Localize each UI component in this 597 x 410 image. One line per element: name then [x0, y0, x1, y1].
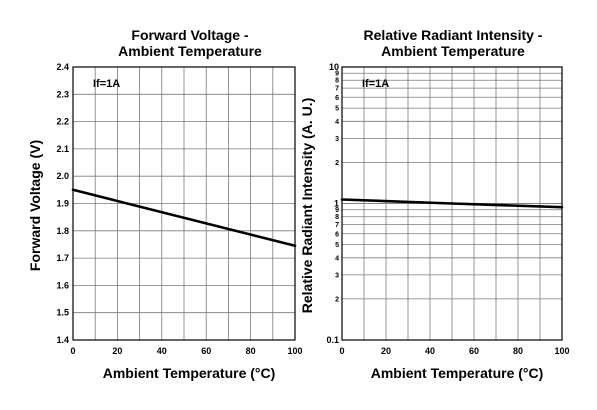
- x-tick-label: 20: [381, 346, 391, 356]
- y-minor-tick-label: 8: [335, 78, 339, 85]
- y-tick-label: 1.5: [56, 308, 69, 318]
- y-tick-label: 1.6: [56, 280, 69, 290]
- x-tick-label: 0: [339, 346, 344, 356]
- chart-title-line-1: Relative Radiant Intensity -: [364, 27, 543, 43]
- x-axis-label: Ambient Temperature (°C): [103, 365, 276, 381]
- forward-voltage-chart: Forward Voltage -Ambient Temperature 0 20 4…: [27, 27, 303, 381]
- y-axis-label: Forward Voltage (V): [27, 140, 43, 271]
- y-tick-label: 10: [329, 62, 339, 72]
- y-minor-tick-label: 9: [335, 207, 339, 214]
- y-minor-tick-label: 7: [335, 86, 339, 93]
- chart-title-line-1: Forward Voltage -: [131, 27, 249, 43]
- y-tick-label: 2.3: [56, 89, 69, 99]
- plot-frame: [341, 66, 563, 341]
- x-tick-label: 40: [157, 346, 167, 356]
- radiant-intensity-chart: Relative Radiant Intensity -Ambient Temp…: [299, 27, 570, 381]
- y-tick-label: 2.0: [56, 171, 69, 181]
- x-tick-label: 60: [469, 346, 479, 356]
- y-minor-tick-label: 6: [335, 231, 339, 238]
- x-tick-label: 40: [425, 346, 435, 356]
- y-minor-tick-label: 5: [335, 106, 339, 113]
- x-tick-label: 60: [201, 346, 211, 356]
- y-minor-tick-label: 8: [335, 214, 339, 221]
- y-tick-label: 1.9: [56, 199, 69, 209]
- y-minor-tick-label: 2: [335, 160, 339, 167]
- y-tick-label: 2.1: [56, 144, 69, 154]
- plot-frame: [72, 66, 296, 341]
- y-tick-label: 2.2: [56, 117, 69, 127]
- y-minor-tick-label: 7: [335, 222, 339, 229]
- y-tick-label: 2.4: [56, 62, 69, 72]
- y-minor-tick-label: 3: [335, 136, 339, 143]
- y-minor-tick-label: 9: [335, 71, 339, 78]
- x-tick-label: 100: [554, 346, 569, 356]
- condition-annotation: If=1A: [93, 78, 120, 90]
- x-tick-label: 80: [246, 346, 256, 356]
- series-line: [71, 188, 297, 248]
- x-tick-label: 100: [287, 346, 302, 356]
- x-tick-label: 0: [70, 346, 75, 356]
- y-minor-tick-label: 2: [335, 296, 339, 303]
- y-tick-label: 1.7: [56, 253, 69, 263]
- y-minor-tick-label: 4: [335, 119, 339, 126]
- y-tick-label: 1.4: [56, 335, 69, 345]
- x-axis-label: Ambient Temperature (°C): [371, 365, 544, 381]
- chart-title-line-2: Ambient Temperature: [381, 43, 525, 59]
- chart-title-line-2: Ambient Temperature: [118, 43, 262, 59]
- y-tick-label: 1.8: [56, 226, 69, 236]
- series-line: [340, 198, 564, 209]
- y-minor-tick-label: 4: [335, 255, 339, 262]
- y-axis-label: Relative Radiant Intensity (A. U.): [299, 98, 315, 313]
- y-minor-tick-label: 3: [335, 272, 339, 279]
- x-tick-label: 20: [112, 346, 122, 356]
- y-minor-tick-label: 5: [335, 242, 339, 249]
- condition-annotation: If=1A: [362, 78, 389, 90]
- y-tick-label: 0.1: [326, 335, 339, 345]
- x-tick-label: 80: [513, 346, 523, 356]
- y-tick-label: 1: [334, 199, 339, 209]
- y-minor-tick-label: 6: [335, 95, 339, 102]
